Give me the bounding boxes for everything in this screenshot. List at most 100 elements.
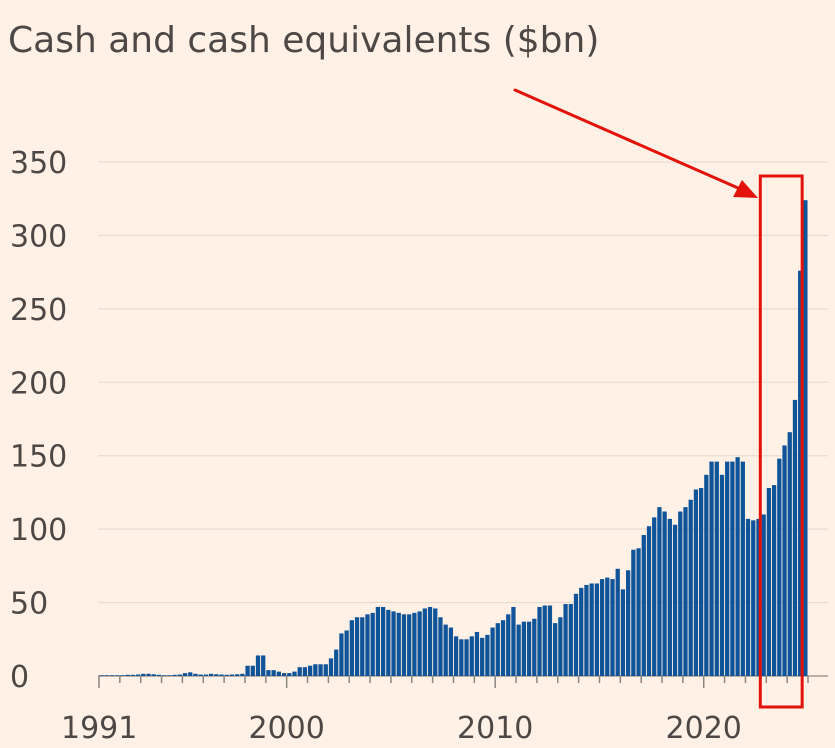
bar — [511, 606, 516, 676]
bar — [605, 577, 610, 676]
bar — [276, 671, 281, 676]
bar — [255, 655, 261, 676]
bar — [313, 664, 318, 676]
bar — [380, 606, 386, 676]
bar — [521, 621, 527, 676]
bar — [495, 623, 500, 676]
bar — [459, 639, 464, 676]
bar — [266, 670, 271, 676]
bar — [641, 535, 646, 676]
bar — [162, 675, 167, 676]
bar — [182, 673, 188, 676]
y-tick-label-250: 250 — [10, 293, 67, 328]
bar — [422, 608, 427, 676]
bar — [99, 675, 104, 676]
bar — [318, 664, 323, 676]
bar — [412, 612, 417, 676]
bar — [798, 270, 803, 676]
bar — [365, 614, 370, 676]
chart-title: Cash and cash equivalents ($bn) — [8, 20, 599, 61]
y-axis: 0 50 100 150 200 250 300 350 — [10, 146, 67, 695]
bar — [542, 605, 547, 676]
bar — [626, 570, 631, 676]
bar — [698, 488, 704, 676]
bar — [104, 675, 109, 676]
bar — [193, 673, 198, 676]
bar — [386, 609, 391, 676]
bar — [620, 589, 626, 676]
y-tick-label-350: 350 — [10, 146, 67, 181]
bar — [480, 637, 485, 676]
bar — [662, 511, 667, 676]
bar — [427, 606, 433, 676]
y-tick-label-50: 50 — [10, 587, 48, 622]
bar — [636, 548, 641, 676]
bar — [219, 674, 224, 676]
bar — [766, 488, 772, 676]
bar — [281, 673, 287, 676]
bar — [229, 674, 235, 676]
bar — [370, 612, 375, 676]
bar — [120, 675, 125, 676]
bar — [584, 584, 589, 676]
y-tick-label-100: 100 — [10, 513, 67, 548]
bar — [167, 675, 172, 676]
bar — [500, 620, 506, 676]
bar — [657, 507, 662, 676]
bar — [151, 674, 156, 676]
bar — [646, 526, 652, 676]
bar — [214, 674, 219, 676]
x-tick-label-2020: 2020 — [666, 711, 742, 746]
bar — [250, 665, 255, 676]
bar — [719, 474, 725, 676]
bar — [469, 636, 474, 676]
arrow-head — [733, 180, 758, 198]
bar — [448, 627, 454, 676]
bar — [589, 583, 594, 676]
bar — [537, 606, 542, 676]
bar — [208, 673, 214, 676]
bar — [417, 611, 422, 676]
bar — [297, 667, 302, 676]
bar — [803, 200, 808, 676]
bar — [652, 517, 657, 676]
bar — [599, 579, 605, 676]
y-tick-label-200: 200 — [10, 366, 67, 401]
bar — [261, 655, 266, 676]
bar — [610, 579, 615, 676]
bar — [777, 458, 782, 676]
bar — [771, 485, 777, 676]
bar — [115, 675, 120, 676]
arrow-line — [513, 88, 740, 190]
y-tick-label-300: 300 — [10, 219, 67, 254]
bar — [401, 614, 407, 676]
bar — [792, 399, 798, 676]
bar — [730, 461, 735, 676]
bar — [109, 675, 115, 676]
bar — [714, 461, 719, 676]
bar — [453, 636, 459, 676]
bar — [516, 624, 521, 676]
bar — [224, 674, 229, 676]
bar — [667, 518, 672, 676]
bar — [672, 524, 678, 676]
y-tick-label-0: 0 — [10, 660, 29, 695]
bar — [532, 618, 537, 676]
bar — [360, 617, 365, 676]
bar — [328, 658, 334, 676]
bar — [188, 672, 193, 676]
bar — [688, 499, 693, 676]
bar — [573, 593, 579, 676]
bar — [579, 587, 584, 676]
bar — [735, 457, 740, 676]
bar — [203, 674, 209, 676]
bar — [344, 630, 349, 676]
bar — [704, 474, 709, 676]
bar — [323, 664, 328, 676]
bar — [240, 673, 245, 676]
highlight-annotation — [513, 88, 804, 709]
bar — [334, 649, 339, 676]
bar — [292, 671, 297, 676]
bar — [438, 617, 443, 676]
